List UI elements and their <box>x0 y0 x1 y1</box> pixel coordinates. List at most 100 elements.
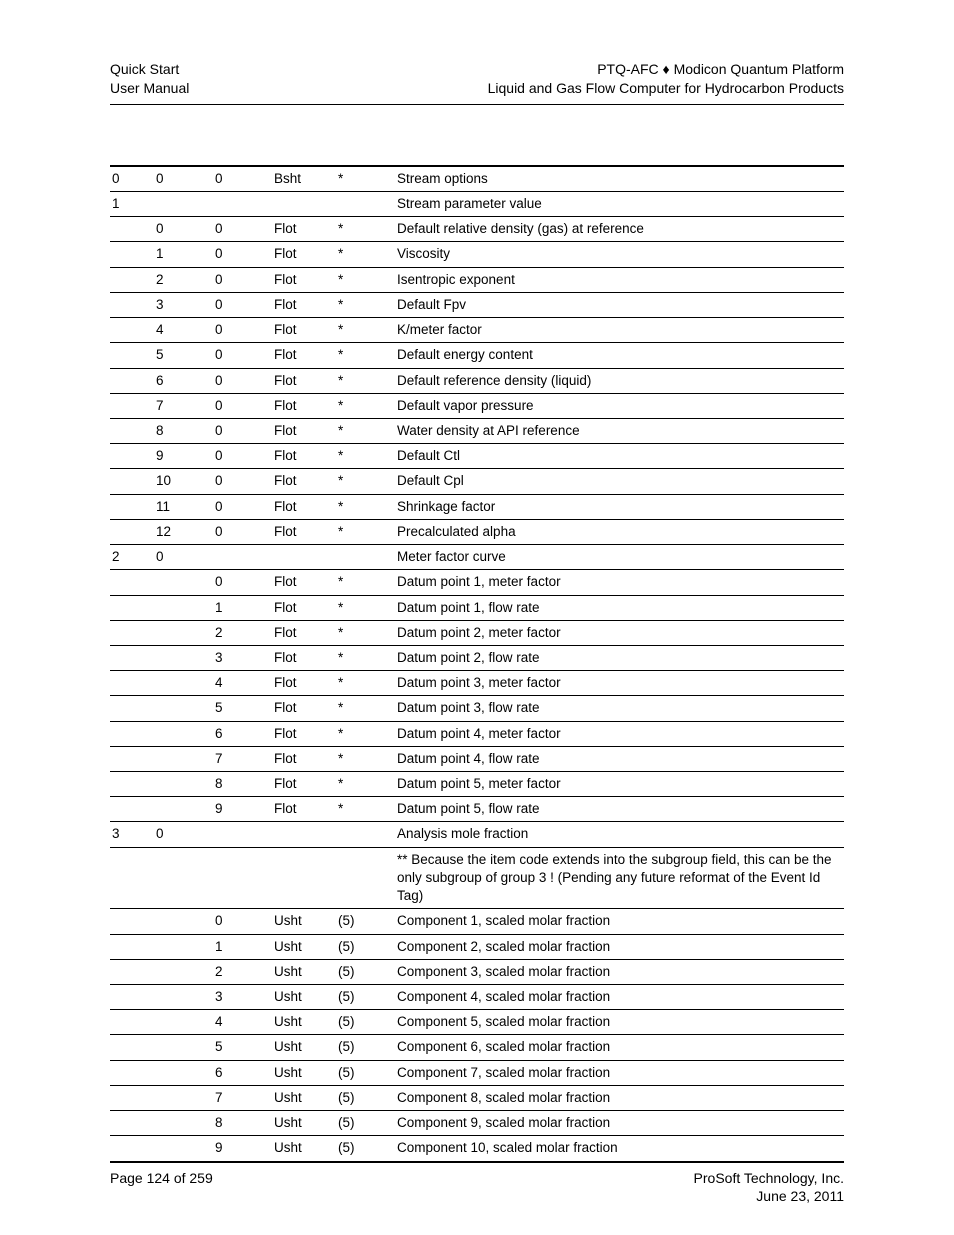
table-cell: (5) <box>336 1010 395 1035</box>
table-row: 90Flot*Default Ctl <box>110 444 844 469</box>
table-cell: 8 <box>213 772 272 797</box>
table-cell: 0 <box>213 469 272 494</box>
table-cell: (5) <box>336 1085 395 1110</box>
table-cell: 0 <box>213 242 272 267</box>
table-cell <box>110 242 154 267</box>
table-cell: 0 <box>213 909 272 934</box>
table-cell: K/meter factor <box>395 318 844 343</box>
table-cell: 0 <box>213 494 272 519</box>
table-cell: * <box>336 696 395 721</box>
footer-right-line1: ProSoft Technology, Inc. <box>694 1169 844 1188</box>
table-cell <box>154 934 213 959</box>
table-cell: Usht <box>272 1035 336 1060</box>
table-cell: (5) <box>336 909 395 934</box>
table-cell <box>154 192 213 217</box>
table-cell: Water density at API reference <box>395 418 844 443</box>
table-cell: Flot <box>272 469 336 494</box>
table-cell <box>154 746 213 771</box>
table-cell: Usht <box>272 1136 336 1161</box>
table-cell <box>154 1111 213 1136</box>
header-right-line1: PTQ-AFC ♦ Modicon Quantum Platform <box>488 60 844 79</box>
table-cell: 0 <box>154 166 213 192</box>
table-cell: 7 <box>213 1085 272 1110</box>
table-cell: Flot <box>272 494 336 519</box>
table-cell: 7 <box>213 746 272 771</box>
table-row: 2Flot*Datum point 2, meter factor <box>110 620 844 645</box>
table-cell <box>154 1085 213 1110</box>
table-cell: 4 <box>213 1010 272 1035</box>
table-cell: * <box>336 267 395 292</box>
table-cell: Flot <box>272 595 336 620</box>
table-cell <box>110 645 154 670</box>
table-cell: Datum point 5, flow rate <box>395 797 844 822</box>
table-cell: 8 <box>154 418 213 443</box>
header-right-line2: Liquid and Gas Flow Computer for Hydroca… <box>488 79 844 98</box>
table-cell: * <box>336 217 395 242</box>
table-cell: Component 7, scaled molar fraction <box>395 1060 844 1085</box>
table-cell: 0 <box>213 570 272 595</box>
table-cell <box>110 343 154 368</box>
table-cell: * <box>336 494 395 519</box>
table-cell: Flot <box>272 620 336 645</box>
table-cell: 5 <box>213 1035 272 1060</box>
table-cell: * <box>336 772 395 797</box>
table-cell <box>110 746 154 771</box>
table-cell <box>336 847 395 909</box>
data-table: 000Bsht*Stream options1Stream parameter … <box>110 165 844 1162</box>
table-cell <box>110 797 154 822</box>
table-cell: Component 5, scaled molar fraction <box>395 1010 844 1035</box>
table-row: 7Usht(5)Component 8, scaled molar fracti… <box>110 1085 844 1110</box>
table-cell: 2 <box>213 620 272 645</box>
table-row: 60Flot*Default reference density (liquid… <box>110 368 844 393</box>
table-cell: Usht <box>272 1010 336 1035</box>
table-cell: (5) <box>336 1136 395 1161</box>
table-cell: 6 <box>213 721 272 746</box>
table-cell <box>154 1060 213 1085</box>
table-row: 8Flot*Datum point 5, meter factor <box>110 772 844 797</box>
table-cell: 4 <box>154 318 213 343</box>
table-cell <box>154 696 213 721</box>
table-cell <box>154 1035 213 1060</box>
table-row: 50Flot*Default energy content <box>110 343 844 368</box>
table-cell: Component 8, scaled molar fraction <box>395 1085 844 1110</box>
table-cell: 3 <box>213 645 272 670</box>
table-cell: Flot <box>272 696 336 721</box>
table-cell: * <box>336 671 395 696</box>
table-cell <box>110 318 154 343</box>
table-row: 9Flot*Datum point 5, flow rate <box>110 797 844 822</box>
header-left: Quick Start User Manual <box>110 60 189 98</box>
table-row: 6Usht(5)Component 7, scaled molar fracti… <box>110 1060 844 1085</box>
table-cell: Flot <box>272 318 336 343</box>
table-row: 20Flot*Isentropic exponent <box>110 267 844 292</box>
table-cell: 10 <box>154 469 213 494</box>
table-cell: Default energy content <box>395 343 844 368</box>
table-cell <box>154 847 213 909</box>
table-cell: 1 <box>110 192 154 217</box>
table-cell: (5) <box>336 959 395 984</box>
table-row: 9Usht(5)Component 10, scaled molar fract… <box>110 1136 844 1161</box>
table-cell: Default Ctl <box>395 444 844 469</box>
table-row: 2Usht(5)Component 3, scaled molar fracti… <box>110 959 844 984</box>
table-cell <box>154 985 213 1010</box>
table-cell: 0 <box>213 267 272 292</box>
table-row: 0Usht(5)Component 1, scaled molar fracti… <box>110 909 844 934</box>
table-cell: 0 <box>213 318 272 343</box>
table-row: ** Because the item code extends into th… <box>110 847 844 909</box>
table-cell <box>336 822 395 847</box>
table-cell <box>110 934 154 959</box>
table-cell: Flot <box>272 217 336 242</box>
table-cell: 0 <box>154 217 213 242</box>
table-cell: Default relative density (gas) at refere… <box>395 217 844 242</box>
table-cell <box>213 545 272 570</box>
table-cell <box>272 847 336 909</box>
table-cell: Flot <box>272 797 336 822</box>
header-right: PTQ-AFC ♦ Modicon Quantum Platform Liqui… <box>488 60 844 98</box>
table-cell <box>154 1010 213 1035</box>
table-cell <box>110 909 154 934</box>
table-cell: 3 <box>213 985 272 1010</box>
table-cell: Flot <box>272 444 336 469</box>
table-cell <box>110 620 154 645</box>
table-cell: Datum point 3, flow rate <box>395 696 844 721</box>
table-cell: Meter factor curve <box>395 545 844 570</box>
table-cell: Bsht <box>272 166 336 192</box>
